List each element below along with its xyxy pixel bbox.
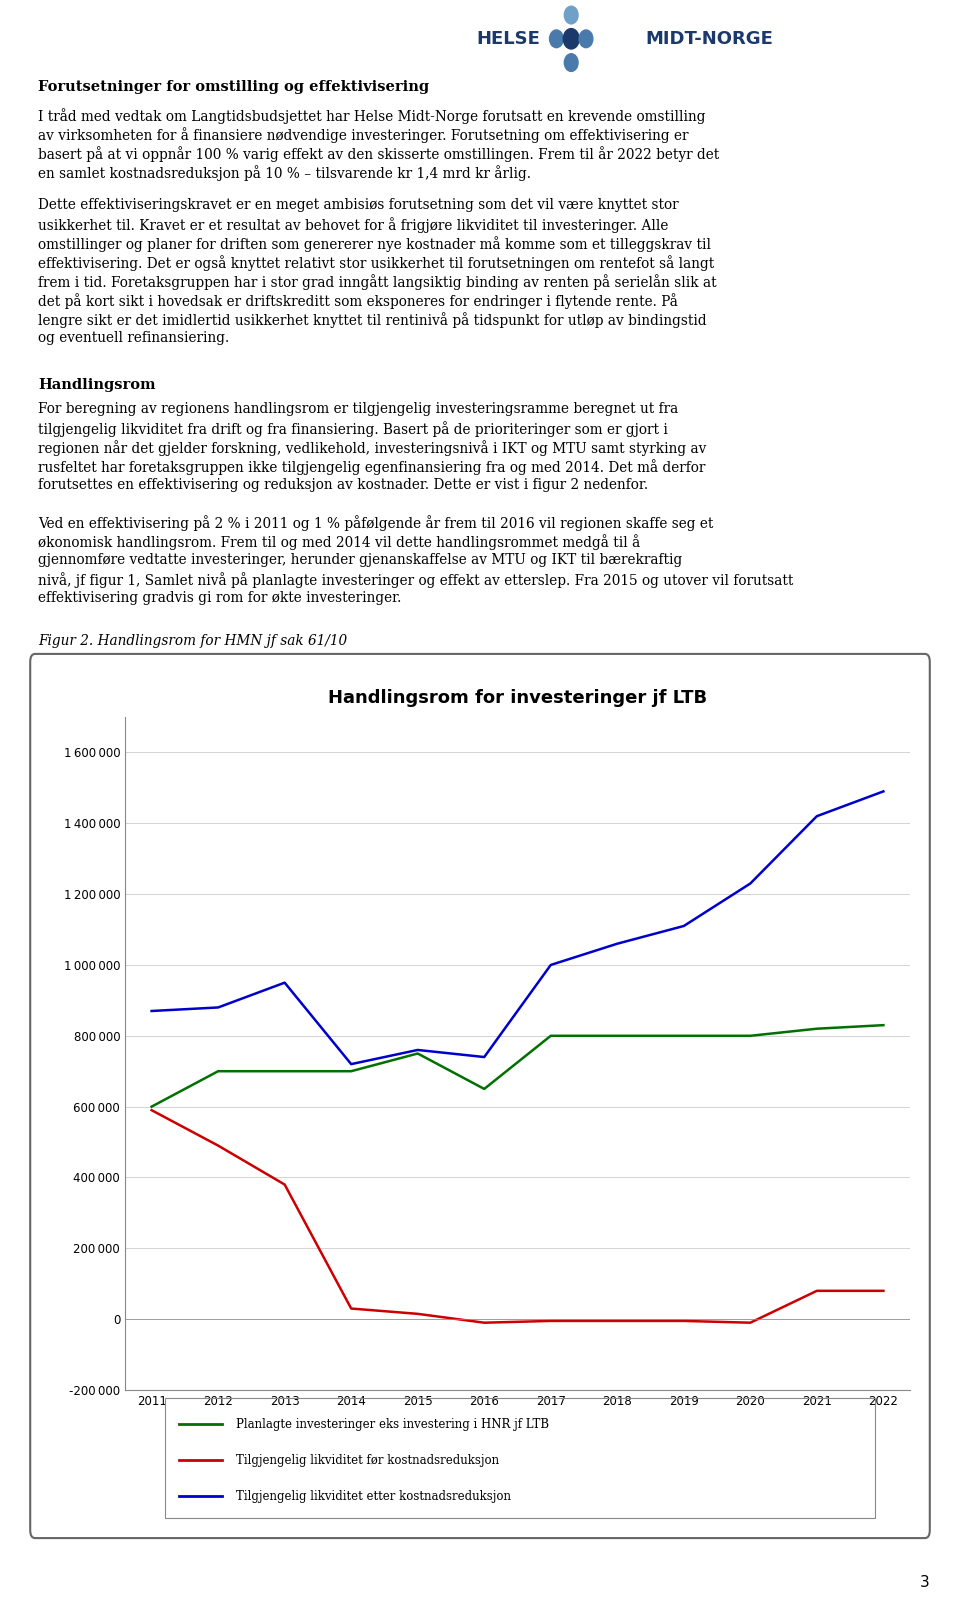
- Circle shape: [564, 6, 578, 24]
- Text: økonomisk handlingsrom. Frem til og med 2014 vil dette handlingsrommet medgå til: økonomisk handlingsrom. Frem til og med …: [38, 534, 640, 550]
- Text: Handlingsrom: Handlingsrom: [38, 378, 156, 391]
- Text: frem i tid. Foretaksgruppen har i stor grad inngått langsiktig binding av renten: frem i tid. Foretaksgruppen har i stor g…: [38, 273, 716, 289]
- Text: 3: 3: [921, 1575, 930, 1590]
- Text: Tilgjengelig likviditet før kostnadsreduksjon: Tilgjengelig likviditet før kostnadsredu…: [236, 1454, 499, 1467]
- Circle shape: [579, 31, 593, 47]
- Text: For beregning av regionens handlingsrom er tilgjengelig investeringsramme beregn: For beregning av regionens handlingsrom …: [38, 403, 679, 416]
- Text: og eventuell refinansiering.: og eventuell refinansiering.: [38, 331, 229, 344]
- Text: Tilgjengelig likviditet etter kostnadsreduksjon: Tilgjengelig likviditet etter kostnadsre…: [236, 1489, 511, 1502]
- Text: Planlagte investeringer eks investering i HNR jf LTB: Planlagte investeringer eks investering …: [236, 1418, 549, 1431]
- Circle shape: [564, 53, 578, 71]
- Text: nivå, jf figur 1, Samlet nivå på planlagte investeringer og effekt av etterslep.: nivå, jf figur 1, Samlet nivå på planlag…: [38, 572, 793, 589]
- Text: lengre sikt er det imidlertid usikkerhet knyttet til rentinivå på tidspunkt for : lengre sikt er det imidlertid usikkerhet…: [38, 312, 707, 328]
- Text: omstillinger og planer for driften som genererer nye kostnader må komme som et t: omstillinger og planer for driften som g…: [38, 236, 711, 252]
- Text: Dette effektiviseringskravet er en meget ambisiøs forutsetning som det vil være : Dette effektiviseringskravet er en meget…: [38, 197, 679, 212]
- Text: tilgjengelig likviditet fra drift og fra finansiering. Basert på de prioritering: tilgjengelig likviditet fra drift og fra…: [38, 420, 668, 437]
- Text: en samlet kostnadsreduksjon på 10 % – tilsvarende kr 1,4 mrd kr årlig.: en samlet kostnadsreduksjon på 10 % – ti…: [38, 165, 531, 181]
- Text: effektivisering gradvis gi rom for økte investeringer.: effektivisering gradvis gi rom for økte …: [38, 590, 401, 605]
- Text: av virksomheten for å finansiere nødvendige investeringer. Forutsetning om effek: av virksomheten for å finansiere nødvend…: [38, 128, 688, 142]
- Text: det på kort sikt i hovedsak er driftskreditt som eksponeres for endringer i flyt: det på kort sikt i hovedsak er driftskre…: [38, 293, 678, 309]
- Text: effektivisering. Det er også knyttet relativt stor usikkerhet til forutsetningen: effektivisering. Det er også knyttet rel…: [38, 255, 714, 272]
- Text: Forutsetninger for omstilling og effektivisering: Forutsetninger for omstilling og effekti…: [38, 79, 429, 94]
- Text: rusfeltet har foretaksgruppen ikke tilgjengelig egenfinansiering fra og med 2014: rusfeltet har foretaksgruppen ikke tilgj…: [38, 459, 706, 475]
- Text: basert på at vi oppnår 100 % varig effekt av den skisserte omstillingen. Frem ti: basert på at vi oppnår 100 % varig effek…: [38, 146, 719, 162]
- Text: usikkerhet til. Kravet er et resultat av behovet for å frigjøre likviditet til i: usikkerhet til. Kravet er et resultat av…: [38, 217, 668, 233]
- Text: gjennomføre vedtatte investeringer, herunder gjenanskaffelse av MTU og IKT til b: gjennomføre vedtatte investeringer, heru…: [38, 553, 683, 568]
- Text: MIDT-NORGE: MIDT-NORGE: [645, 29, 773, 49]
- Text: Figur 2. Handlingsrom for HMN jf sak 61/10: Figur 2. Handlingsrom for HMN jf sak 61/…: [38, 634, 348, 648]
- Text: regionen når det gjelder forskning, vedlikehold, investeringsnivå i IKT og MTU s: regionen når det gjelder forskning, vedl…: [38, 440, 707, 456]
- Title: Handlingsrom for investeringer jf LTB: Handlingsrom for investeringer jf LTB: [328, 689, 708, 707]
- Text: Ved en effektivisering på 2 % i 2011 og 1 % påfølgende år frem til 2016 vil regi: Ved en effektivisering på 2 % i 2011 og …: [38, 514, 713, 530]
- Circle shape: [564, 29, 579, 49]
- Circle shape: [549, 31, 564, 47]
- Text: HELSE: HELSE: [476, 29, 540, 49]
- Text: forutsettes en effektivisering og reduksjon av kostnader. Dette er vist i figur : forutsettes en effektivisering og reduks…: [38, 479, 648, 492]
- Text: I tråd med vedtak om Langtidsbudsjettet har Helse Midt-Norge forutsatt en kreven: I tråd med vedtak om Langtidsbudsjettet …: [38, 108, 706, 125]
